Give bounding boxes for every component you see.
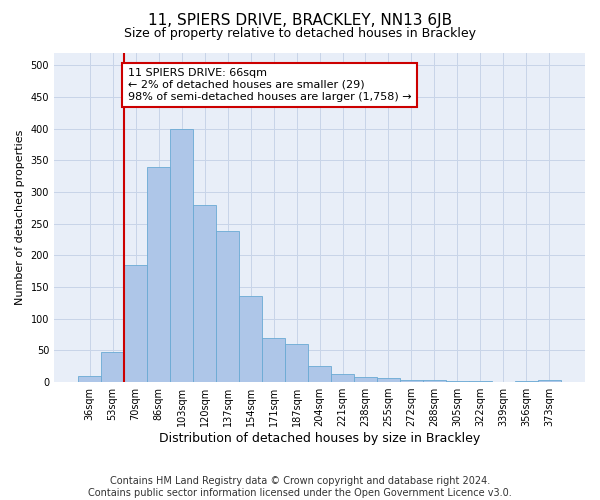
Text: 11, SPIERS DRIVE, BRACKLEY, NN13 6JB: 11, SPIERS DRIVE, BRACKLEY, NN13 6JB bbox=[148, 12, 452, 28]
Bar bbox=[262, 338, 285, 382]
Bar bbox=[147, 166, 170, 382]
Bar bbox=[170, 128, 193, 382]
Bar bbox=[538, 380, 561, 382]
Bar bbox=[193, 204, 216, 382]
Text: Contains HM Land Registry data © Crown copyright and database right 2024.
Contai: Contains HM Land Registry data © Crown c… bbox=[88, 476, 512, 498]
Bar bbox=[308, 366, 331, 382]
Bar bbox=[331, 374, 354, 382]
Bar bbox=[400, 380, 423, 382]
Bar bbox=[354, 377, 377, 382]
Text: Size of property relative to detached houses in Brackley: Size of property relative to detached ho… bbox=[124, 28, 476, 40]
X-axis label: Distribution of detached houses by size in Brackley: Distribution of detached houses by size … bbox=[159, 432, 480, 445]
Bar bbox=[78, 376, 101, 382]
Text: 11 SPIERS DRIVE: 66sqm
← 2% of detached houses are smaller (29)
98% of semi-deta: 11 SPIERS DRIVE: 66sqm ← 2% of detached … bbox=[128, 68, 411, 102]
Bar bbox=[216, 231, 239, 382]
Bar bbox=[101, 352, 124, 382]
Bar bbox=[377, 378, 400, 382]
Bar bbox=[124, 266, 147, 382]
Bar bbox=[423, 380, 446, 382]
Bar bbox=[239, 296, 262, 382]
Bar bbox=[285, 344, 308, 382]
Y-axis label: Number of detached properties: Number of detached properties bbox=[15, 130, 25, 305]
